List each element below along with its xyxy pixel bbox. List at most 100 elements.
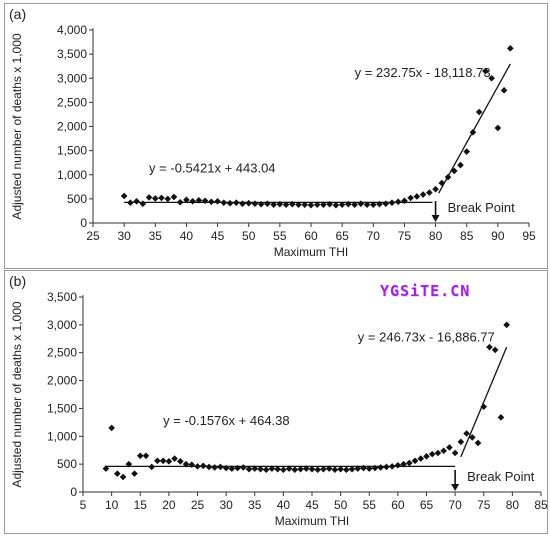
break-point-arrow-head: [451, 484, 460, 491]
x-tick-label: 5: [80, 498, 87, 512]
data-point: [189, 197, 196, 205]
data-point: [177, 458, 184, 465]
data-point: [463, 148, 471, 155]
data-point: [357, 200, 365, 207]
data-point: [426, 189, 433, 196]
data-point: [440, 447, 447, 455]
data-point: [497, 414, 505, 421]
chart-panel-a: (a) 0 500 1,000 1,500 2,000 2,500 3,000 3,500 4,0…: [4, 3, 548, 269]
data-point: [474, 439, 482, 447]
x-tick-label: 65: [420, 498, 434, 512]
y-tick-label: 3,500: [47, 290, 77, 304]
data-point: [457, 161, 464, 169]
data-point: [171, 455, 178, 462]
y-tick-label: 0: [70, 485, 77, 499]
data-point: [158, 194, 165, 202]
data-point: [183, 196, 190, 204]
data-point: [500, 87, 508, 94]
watermark: YGSiTE.CN: [380, 282, 471, 300]
data-point: [270, 201, 277, 208]
x-tick-label: 10: [105, 498, 119, 512]
data-point: [469, 128, 477, 136]
data-point: [432, 185, 439, 193]
data-point: [195, 197, 203, 204]
x-tick-label: 55: [363, 498, 377, 512]
regression-equation: y = 246.73x - 16,886.77: [358, 330, 495, 345]
x-tick-label: 50: [334, 498, 348, 512]
x-tick-label: 15: [134, 498, 148, 512]
data-point: [108, 424, 115, 432]
x-tick-label: 75: [398, 229, 412, 243]
y-tick-label: 3,000: [57, 71, 87, 85]
data-point: [114, 470, 121, 477]
x-tick-label: 80: [506, 498, 520, 512]
panel-label: (b): [9, 273, 26, 289]
data-point: [125, 460, 133, 468]
data-point: [383, 463, 390, 471]
data-point: [400, 460, 407, 468]
data-point: [313, 201, 321, 208]
x-tick-label: 85: [460, 229, 474, 243]
data-point: [165, 458, 173, 465]
data-point: [164, 195, 172, 203]
data-point: [226, 199, 234, 207]
data-point: [388, 199, 396, 207]
data-point: [257, 465, 264, 473]
data-point: [332, 201, 340, 209]
x-tick-label: 50: [242, 229, 256, 243]
fit-line: [438, 63, 511, 194]
x-tick-label: 40: [180, 229, 194, 243]
data-point: [338, 201, 346, 208]
data-point: [423, 453, 430, 460]
data-point: [302, 465, 310, 472]
data-point: [457, 438, 465, 446]
x-tick-label: 85: [534, 498, 547, 512]
y-tick-label: 1,000: [47, 429, 77, 443]
x-tick-label: 70: [448, 498, 462, 512]
data-point: [145, 194, 153, 201]
panel-label: (a): [9, 6, 26, 22]
data-point: [482, 67, 489, 75]
data-point: [507, 45, 514, 52]
chart-b-svg: (b) 0 500 1,000 1,500 2,000 2,500 3,000 3,500 5 10…: [9, 273, 547, 528]
data-point: [394, 461, 402, 469]
x-tick-label: 70: [367, 229, 381, 243]
data-point: [127, 199, 134, 207]
data-point: [264, 200, 271, 207]
y-tick-label: 500: [57, 457, 77, 471]
fit-line: [460, 346, 508, 458]
x-axis-label: Maximum THI: [275, 514, 349, 528]
regression-equation: y = -0.1576x + 464.38: [163, 413, 289, 428]
data-point: [371, 464, 379, 472]
data-point: [208, 198, 215, 206]
break-point-label: Break Point: [448, 200, 516, 215]
data-point: [326, 200, 333, 208]
data-point: [201, 197, 209, 205]
data-point: [320, 201, 327, 208]
data-point: [205, 463, 213, 471]
y-tick-label: 3,000: [47, 318, 77, 332]
data-point: [411, 457, 419, 465]
data-point: [365, 465, 373, 472]
data-point: [413, 193, 421, 200]
x-tick-label: 55: [273, 229, 287, 243]
data-point: [351, 201, 358, 208]
data-point: [480, 403, 488, 411]
data-point: [102, 465, 110, 472]
data-point: [438, 179, 446, 187]
data-point: [488, 74, 495, 82]
data-point: [176, 198, 184, 206]
y-tick-label: 4,000: [57, 23, 87, 37]
y-axis-label: Adjusted number of deaths x 1,000: [10, 301, 24, 487]
data-point: [268, 465, 276, 472]
data-point: [234, 464, 241, 472]
data-point: [407, 194, 414, 202]
x-tick-label: 80: [429, 229, 443, 243]
data-point: [119, 473, 127, 481]
data-point: [136, 452, 144, 460]
x-tick-label: 90: [491, 229, 505, 243]
x-tick-label: 25: [191, 498, 205, 512]
y-tick-label: 2,500: [57, 95, 87, 109]
data-point: [211, 464, 218, 471]
data-point: [343, 466, 350, 474]
